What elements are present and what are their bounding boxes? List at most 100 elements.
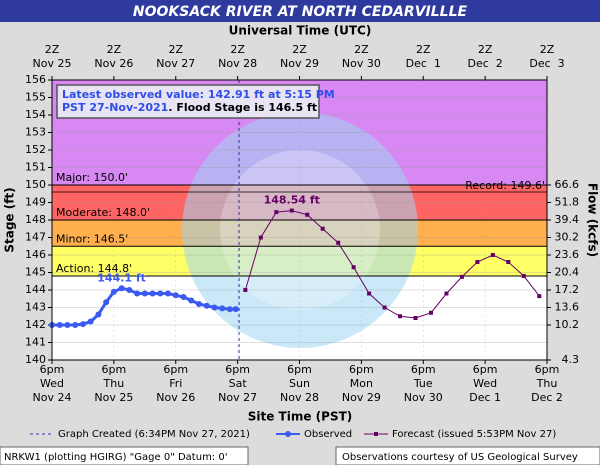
y-tick-label: 146 bbox=[25, 248, 46, 261]
footer-left: NRKW1 (plotting HGIRG) "Gage 0" Datum: 0… bbox=[4, 452, 227, 463]
y2-tick-label: 30.2 bbox=[555, 231, 580, 244]
x-tick-day: Thu bbox=[536, 377, 558, 390]
y2-tick-label: 23.6 bbox=[555, 248, 580, 261]
x-tick-date: Nov 26 bbox=[156, 391, 195, 404]
x-tick-date: Nov 24 bbox=[33, 391, 72, 404]
chart-title: NOOKSACK RIVER AT NORTH CEDARVILLLE bbox=[133, 4, 468, 20]
x-tick-label: 6pm bbox=[102, 363, 127, 376]
x-tick-date: Nov 29 bbox=[342, 391, 381, 404]
forecast-point bbox=[537, 294, 542, 299]
x2-tick-label: 2Z bbox=[292, 43, 307, 56]
series-line bbox=[244, 210, 540, 319]
observed-point bbox=[165, 290, 172, 297]
forecast-point bbox=[289, 208, 294, 213]
x-tick-date: Dec 2 bbox=[531, 391, 563, 404]
forecast-point bbox=[413, 316, 418, 320]
x2-tick-label: 2Z bbox=[354, 43, 369, 56]
observed-point bbox=[226, 306, 233, 313]
observed-point bbox=[195, 301, 202, 307]
observed-point bbox=[126, 287, 133, 293]
x-tick-label: 6pm bbox=[473, 363, 498, 376]
observed-point bbox=[157, 290, 164, 297]
forecast-point bbox=[258, 235, 263, 240]
x2-tick-label: 2Z bbox=[540, 43, 555, 56]
x2-tick-label: 2Z bbox=[416, 43, 431, 56]
y-tick-label: 143 bbox=[25, 301, 46, 314]
y-tick-label: 147 bbox=[25, 231, 46, 244]
threshold-label: Major: 150.0' bbox=[56, 171, 128, 184]
y-axis-title: Stage (ft) bbox=[3, 187, 17, 252]
forecast-point bbox=[459, 274, 464, 279]
observed-point bbox=[188, 297, 195, 304]
x-tick-day: Tue bbox=[413, 377, 433, 390]
x-tick-day: Mon bbox=[350, 377, 373, 390]
observed-point bbox=[95, 311, 102, 318]
x-tick-day: Sun bbox=[289, 377, 310, 390]
x2-tick-date: Nov 27 bbox=[156, 57, 195, 70]
legend-label: Observed bbox=[304, 429, 352, 440]
annotation-flood-stage: . Flood Stage is 146.5 ft bbox=[168, 101, 317, 114]
observed-point bbox=[219, 305, 226, 312]
y2-tick-label: 20.4 bbox=[555, 266, 580, 279]
x2-tick-date: Nov 29 bbox=[280, 57, 319, 70]
forecast-point bbox=[305, 212, 310, 217]
legend-label: Graph Created (6:34PM Nov 27, 2021) bbox=[58, 429, 250, 440]
y-tick-label: 152 bbox=[25, 143, 46, 156]
y-tick-label: 145 bbox=[25, 266, 46, 279]
x-tick-label: 6pm bbox=[287, 363, 312, 376]
x2-tick-date: Nov 26 bbox=[94, 57, 133, 70]
observed-point bbox=[149, 290, 156, 297]
y2-tick-label: 4.3 bbox=[562, 353, 580, 366]
observed-point bbox=[56, 322, 63, 328]
observed-point bbox=[118, 285, 125, 292]
plot-area: Major: 150.0' Moderate: 148.0' Minor: 146.… bbox=[48, 76, 551, 364]
x2-tick-date: Nov 25 bbox=[33, 57, 72, 70]
forecast-point bbox=[521, 274, 526, 278]
x-tick-day: Sat bbox=[229, 377, 248, 390]
observed-point bbox=[232, 306, 239, 313]
y2-axis-title: Flow (kcfs) bbox=[586, 183, 600, 257]
observed-point bbox=[141, 290, 148, 297]
y-tick-label: 142 bbox=[25, 318, 46, 331]
forecast-point bbox=[367, 291, 372, 296]
x-tick-date: Dec 1 bbox=[469, 391, 501, 404]
record-label: Record: 149.6' bbox=[465, 179, 545, 192]
y-tick-label: 156 bbox=[25, 73, 46, 86]
x-tick-date: Nov 28 bbox=[280, 391, 319, 404]
y2-tick-label: 51.8 bbox=[555, 196, 580, 209]
forecast-point bbox=[490, 253, 495, 257]
y-tick-label: 148 bbox=[25, 213, 46, 226]
annotation-date: PST 27-Nov-2021 bbox=[62, 101, 168, 114]
y-tick-label: 155 bbox=[25, 91, 46, 104]
annotation-line1: Latest observed value: 142.91 ft at 5:15… bbox=[62, 88, 335, 101]
x-tick-day: Wed bbox=[473, 377, 497, 390]
x-tick-label: 6pm bbox=[40, 363, 65, 376]
footer-box bbox=[335, 446, 600, 465]
observed-point bbox=[203, 302, 210, 309]
footer-right: Observations courtesy of US Geological S… bbox=[342, 452, 578, 463]
x-tick-date: Nov 27 bbox=[218, 391, 257, 404]
threshold-label: Action: 144.8' bbox=[56, 262, 132, 275]
observed-point bbox=[172, 292, 179, 299]
forecast-point bbox=[382, 305, 387, 310]
observed-point bbox=[72, 322, 79, 328]
x2-tick-label: 2Z bbox=[230, 43, 245, 56]
y-tick-label: 150 bbox=[25, 178, 46, 191]
forecast-point bbox=[336, 240, 341, 245]
y-tick-label: 151 bbox=[25, 161, 46, 174]
y2-tick-label: 17.2 bbox=[555, 283, 580, 296]
data-label: 144.1 ft bbox=[97, 271, 146, 284]
x-tick-label: 6pm bbox=[349, 363, 374, 376]
y-tick-label: 154 bbox=[25, 108, 46, 121]
forecast-point bbox=[320, 226, 325, 231]
observed-point bbox=[103, 299, 110, 306]
y-tick-label: 144 bbox=[25, 283, 46, 296]
forecast-point bbox=[351, 265, 356, 270]
observed-point bbox=[64, 322, 71, 328]
x-axis-title: Site Time (PST) bbox=[248, 410, 353, 424]
watermark bbox=[182, 112, 418, 348]
observed-point bbox=[110, 288, 117, 295]
footer-box bbox=[0, 446, 249, 465]
x2-tick-date: Nov 28 bbox=[218, 57, 257, 70]
legend-swatch bbox=[285, 431, 291, 437]
